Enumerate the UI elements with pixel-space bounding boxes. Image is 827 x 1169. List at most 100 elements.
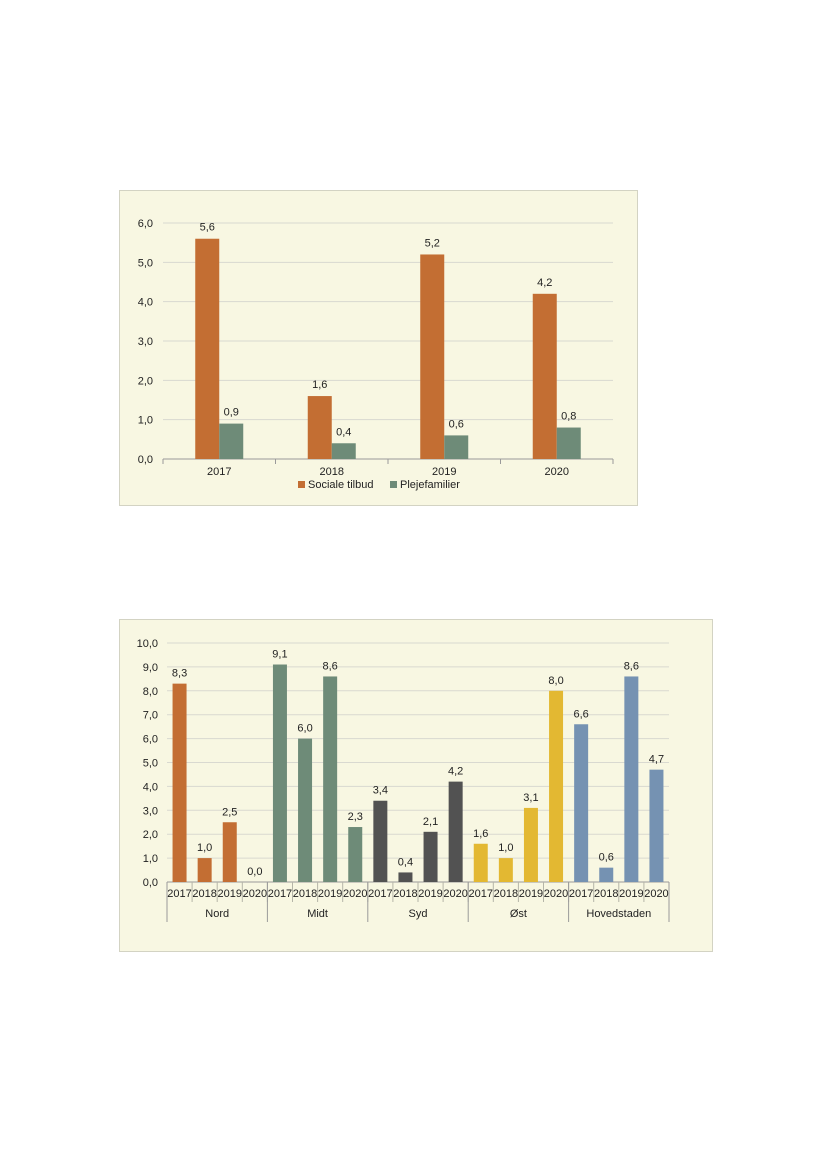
x-tick-label: 2018 (594, 888, 618, 900)
bar-syd (423, 831, 438, 882)
bar-syd (448, 781, 463, 882)
x-tick-label: 2018 (494, 888, 518, 900)
bar-plejefamilier (556, 427, 581, 459)
chart-2-panel: 0,0 1,0 2,0 3,0 4,0 5,0 6,0 7,0 8,0 9,0 10,0 8,3 201… (119, 619, 713, 952)
x-tick-label: 2019 (519, 888, 543, 900)
y-tick-label: 4,0 (138, 297, 153, 309)
bar-syd (373, 800, 388, 882)
bar-nord (197, 858, 212, 882)
bar-sociale-tilbud (195, 238, 220, 459)
x-tick-label: 2018 (293, 888, 317, 900)
data-label: 4,2 (448, 766, 463, 778)
x-tick-label: 2017 (268, 888, 292, 900)
bar-plejefamilier (219, 423, 244, 459)
y-tick-label: 10,0 (137, 638, 158, 650)
data-label: 1,0 (197, 842, 212, 854)
x-tick-label: 2017 (569, 888, 593, 900)
bar-midt (272, 664, 287, 882)
x-tick-label: 2020 (644, 888, 668, 900)
data-label: 8,6 (323, 660, 338, 672)
data-label: 4,2 (537, 277, 552, 289)
data-label: 8,0 (548, 675, 563, 687)
bar-hovedstaden (649, 769, 664, 882)
legend-label: Sociale tilbud (308, 479, 373, 491)
legend-label: Plejefamilier (400, 479, 460, 491)
group-label: Midt (307, 908, 328, 920)
data-label: 0,9 (224, 407, 239, 419)
bar-oest (523, 807, 538, 882)
data-label: 6,6 (574, 708, 589, 720)
data-label: 4,7 (649, 754, 664, 766)
y-tick-label: 6,0 (143, 734, 158, 746)
legend-swatch (390, 481, 397, 488)
data-label: 0,6 (449, 418, 464, 430)
x-tick-label: 2020 (443, 888, 467, 900)
group-label: Nord (205, 908, 229, 920)
data-label: 2,5 (222, 806, 237, 818)
bar-hovedstaden (574, 724, 589, 882)
y-tick-label: 5,0 (138, 257, 153, 269)
data-label: 6,0 (297, 723, 312, 735)
data-label: 1,6 (473, 828, 488, 840)
x-tick-label: 2018 (393, 888, 417, 900)
bar-midt (323, 676, 338, 882)
y-tick-label: 5,0 (143, 758, 158, 770)
y-tick-label: 2,0 (143, 829, 158, 841)
bar-sociale-tilbud (420, 254, 445, 459)
y-tick-label: 4,0 (143, 781, 158, 793)
bar-plejefamilier (331, 443, 356, 459)
data-label: 0,6 (599, 852, 614, 864)
x-tick-label: 2017 (469, 888, 493, 900)
bar-plejefamilier (444, 435, 469, 459)
y-tick-label: 1,0 (143, 853, 158, 865)
chart-1-panel: 0,0 1,0 2,0 3,0 4,0 5,0 6,0 5,6 0,9 2017 1,6 0,4 201… (119, 190, 638, 506)
data-label: 0,4 (398, 856, 413, 868)
y-tick-label: 0,0 (138, 454, 153, 466)
x-tick-label: 2018 (192, 888, 216, 900)
y-tick-label: 0,0 (143, 877, 158, 889)
data-label: 0,4 (336, 426, 351, 438)
x-tick-label: 2019 (418, 888, 442, 900)
data-label: 5,6 (200, 222, 215, 234)
data-label: 5,2 (425, 237, 440, 249)
bar-hovedstaden (599, 867, 614, 882)
data-label: 3,4 (373, 785, 388, 797)
chart-1-svg: 0,0 1,0 2,0 3,0 4,0 5,0 6,0 5,6 0,9 2017 1,6 0,4 201… (138, 218, 614, 491)
bar-midt (298, 738, 313, 882)
bar-sociale-tilbud (532, 293, 557, 459)
data-label: 1,0 (498, 842, 513, 854)
bar-nord (222, 822, 237, 882)
group-label: Hovedstaden (586, 908, 651, 920)
y-tick-label: 7,0 (143, 710, 158, 722)
legend-swatch (298, 481, 305, 488)
bar-hovedstaden (624, 676, 639, 882)
data-label: 8,6 (624, 660, 639, 672)
y-tick-label: 6,0 (138, 218, 153, 230)
bar-oest (473, 843, 488, 882)
x-tick-label: 2017 (207, 466, 231, 478)
group-label: Øst (510, 908, 527, 920)
bar-nord (172, 683, 187, 882)
data-label: 3,1 (523, 792, 538, 804)
data-label: 9,1 (272, 649, 287, 661)
chart-2-svg: 0,0 1,0 2,0 3,0 4,0 5,0 6,0 7,0 8,0 9,0 10,0 8,3 201… (137, 638, 670, 922)
x-tick-label: 2019 (619, 888, 643, 900)
y-tick-label: 1,0 (138, 415, 153, 427)
bar-sociale-tilbud (307, 396, 332, 459)
data-label: 8,3 (172, 668, 187, 680)
x-tick-label: 2019 (318, 888, 342, 900)
x-tick-label: 2020 (544, 888, 568, 900)
y-tick-label: 9,0 (143, 662, 158, 674)
x-tick-label: 2019 (432, 466, 456, 478)
x-tick-label: 2020 (243, 888, 267, 900)
group-label: Syd (409, 908, 428, 920)
bar-oest (549, 690, 564, 882)
bar-oest (498, 858, 513, 882)
data-label: 1,6 (312, 379, 327, 391)
data-label: 0,8 (561, 411, 576, 423)
y-tick-label: 2,0 (138, 375, 153, 387)
y-tick-label: 3,0 (143, 805, 158, 817)
x-tick-label: 2020 (343, 888, 367, 900)
bar-syd (398, 872, 413, 882)
data-label: 2,3 (348, 811, 363, 823)
